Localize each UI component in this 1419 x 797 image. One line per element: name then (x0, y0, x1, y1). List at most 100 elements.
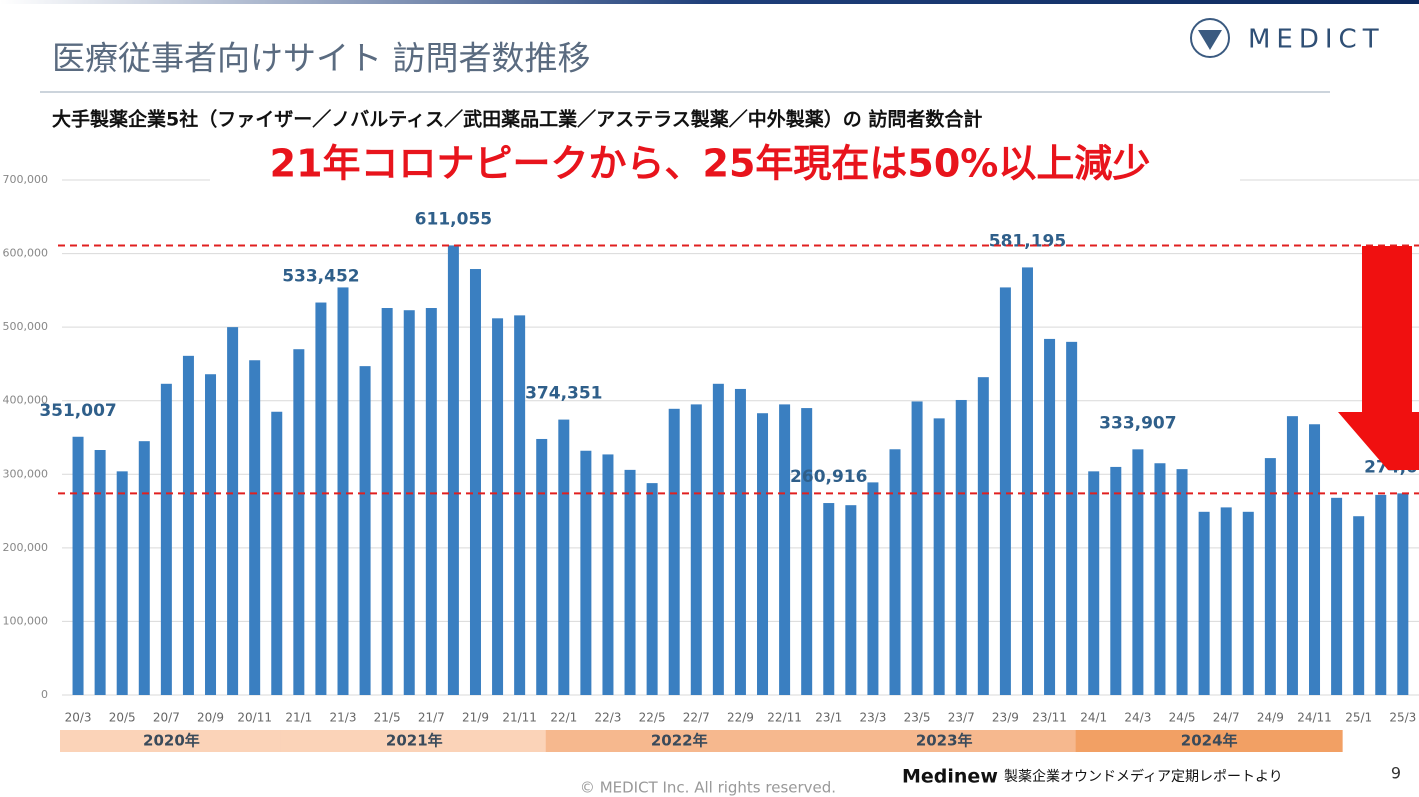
bar (845, 505, 857, 695)
logo: MEDICT (1190, 18, 1385, 58)
bar (227, 327, 239, 695)
bar (1110, 466, 1122, 695)
bar (1132, 449, 1144, 695)
bar (1264, 458, 1276, 695)
bar (1309, 424, 1321, 695)
bar (624, 469, 636, 695)
x-tick-label: 21/9 (462, 711, 489, 725)
headline: 21年コロナピークから、25年現在は50%以上減少 (270, 142, 1151, 186)
x-tick-label: 24/9 (1257, 711, 1284, 725)
bar (580, 450, 592, 695)
x-tick-label: 20/11 (237, 711, 272, 725)
x-tick-label: 21/3 (330, 711, 357, 725)
x-tick-label: 25/1 (1345, 711, 1372, 725)
bar (1331, 497, 1343, 695)
value-label: 260,916 (790, 467, 867, 487)
bar (757, 413, 769, 695)
x-tick-label: 22/9 (727, 711, 754, 725)
y-tick-label: 0 (41, 688, 48, 701)
value-label: 351,007 (39, 401, 116, 421)
x-tick-label: 20/9 (197, 711, 224, 725)
bar (999, 287, 1011, 695)
x-tick-label: 22/11 (767, 711, 802, 725)
bar (381, 308, 393, 695)
bar (116, 471, 128, 695)
headline-bg (210, 140, 1240, 192)
x-tick-label: 25/3 (1389, 711, 1416, 725)
bar (558, 419, 570, 695)
bar (1353, 516, 1365, 695)
bar (293, 349, 305, 695)
bar (182, 355, 194, 695)
bar (492, 318, 504, 695)
bar (1397, 493, 1409, 695)
bar (425, 308, 437, 695)
value-label: 611,055 (415, 209, 492, 229)
y-tick-label: 300,000 (3, 467, 49, 480)
y-tick-label: 400,000 (3, 394, 49, 407)
y-tick-label: 700,000 (3, 173, 49, 186)
x-tick-label: 22/5 (639, 711, 666, 725)
y-tick-label: 100,000 (3, 614, 49, 627)
year-label: 2023年 (916, 732, 973, 750)
bar (668, 408, 680, 695)
brand: Medinew (902, 766, 998, 788)
logo-text: MEDICT (1248, 25, 1385, 55)
bar (469, 269, 481, 695)
y-tick-label: 500,000 (3, 320, 49, 333)
y-tick-label: 600,000 (3, 247, 49, 260)
bar (271, 411, 283, 695)
year-label: 2024年 (1181, 732, 1238, 750)
bar (977, 377, 989, 695)
subtitle: 大手製薬企業5社（ファイザー／ノバルティス／武田薬品工業／アステラス製薬／中外製… (52, 108, 982, 131)
x-tick-label: 23/7 (948, 711, 975, 725)
down-arrow (1338, 246, 1419, 470)
bar (690, 404, 702, 695)
x-tick-label: 23/1 (815, 711, 842, 725)
x-tick-label: 21/7 (418, 711, 445, 725)
x-tick-label: 21/11 (502, 711, 537, 725)
bar (1066, 341, 1078, 695)
plot: 0 100,000 200,000 300,000 400,000 500,000 600,… (3, 173, 1419, 725)
bar (602, 454, 614, 695)
x-tick-label: 20/5 (109, 711, 136, 725)
bar (72, 436, 84, 695)
year-band (810, 730, 1078, 752)
x-tick-label: 22/7 (683, 711, 710, 725)
bar (867, 482, 879, 695)
bar (734, 388, 746, 695)
year-label: 2022年 (651, 732, 708, 750)
year-band (545, 730, 813, 752)
bar (1242, 511, 1254, 695)
bar (1220, 507, 1232, 695)
bar (646, 483, 658, 695)
y-tick-label: 200,000 (3, 541, 49, 554)
bar (138, 441, 150, 695)
bar (1198, 511, 1210, 695)
bar (911, 401, 923, 695)
bar (1021, 267, 1033, 695)
bar (955, 399, 967, 695)
bar (536, 438, 548, 695)
bar (337, 287, 349, 695)
bar (1154, 463, 1166, 695)
x-tick-label: 23/5 (904, 711, 931, 725)
bar (249, 360, 261, 695)
bar (1176, 469, 1188, 695)
year-band (1075, 730, 1343, 752)
year-bands: 2020年 2021年 2022年 2023年 2024年 (60, 730, 1343, 752)
slide-title: 医療従事者向けサイト 訪問者数推移 (52, 39, 591, 78)
copyright: © MEDICT Inc. All rights reserved. (580, 779, 836, 797)
year-label: 2020年 (143, 732, 200, 750)
year-band (280, 730, 548, 752)
bar (94, 450, 106, 695)
bar (801, 408, 813, 695)
bar (1286, 416, 1298, 695)
x-tick-label: 24/3 (1124, 711, 1151, 725)
bar (160, 383, 172, 695)
x-tick-label: 24/7 (1213, 711, 1240, 725)
year-label: 2021年 (386, 732, 443, 750)
x-tick-label: 22/3 (594, 711, 621, 725)
x-tick-label: 21/5 (374, 711, 401, 725)
